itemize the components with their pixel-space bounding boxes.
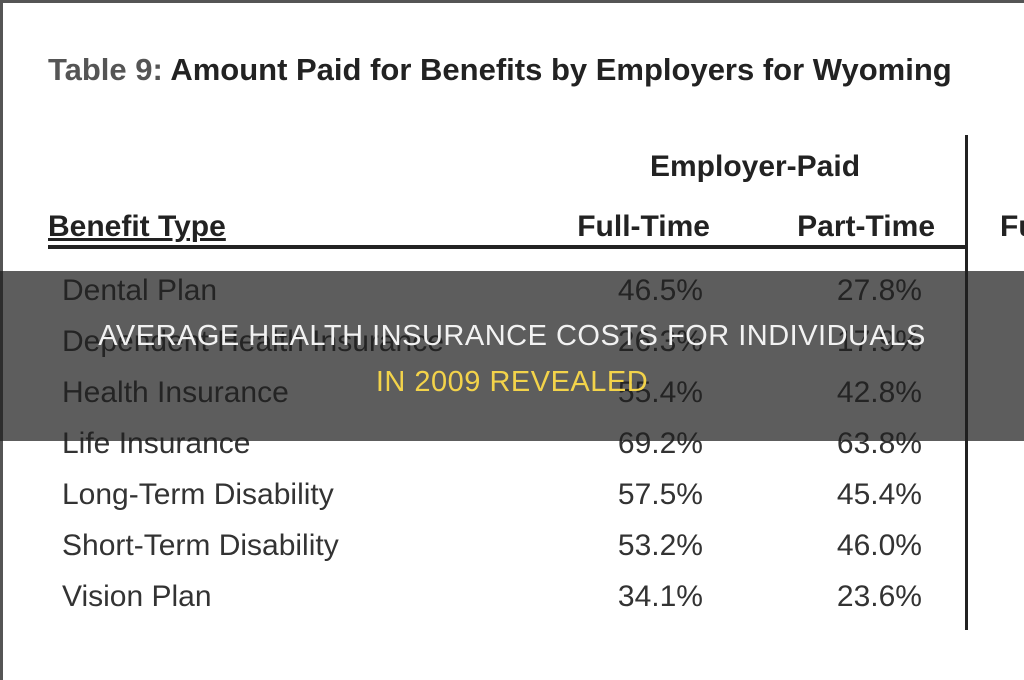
value-cell: 46.0% <box>836 529 922 562</box>
overlay-line: AVERAGE HEALTH INSURANCE COSTS FOR INDIV… <box>98 320 926 352</box>
row-label: Vision Plan <box>62 580 212 613</box>
value-cell: 23.6% <box>836 580 922 613</box>
table-title: Table 9: Amount Paid for Benefits by Emp… <box>48 52 952 88</box>
column-header: Benefit Type <box>48 210 226 243</box>
value-cell: 57.5% <box>617 478 703 511</box>
column-header: Part-Time <box>797 210 935 243</box>
row-label: Short-Term Disability <box>62 529 339 562</box>
column-header: Fu <box>1000 210 1024 243</box>
overlay-band <box>0 271 1024 441</box>
overlay-line: IN 2009 REVEALED <box>375 366 649 398</box>
title-text: Amount Paid for Benefits by Employers fo… <box>170 52 952 87</box>
group-header: Employer-Paid <box>649 150 861 183</box>
title-prefix: Table 9: <box>48 52 163 87</box>
header-rule <box>48 245 966 249</box>
value-cell: 34.1% <box>617 580 703 613</box>
value-cell: 53.2% <box>617 529 703 562</box>
row-label: Long-Term Disability <box>62 478 334 511</box>
column-header: Full-Time <box>577 210 710 243</box>
value-cell: 45.4% <box>836 478 922 511</box>
